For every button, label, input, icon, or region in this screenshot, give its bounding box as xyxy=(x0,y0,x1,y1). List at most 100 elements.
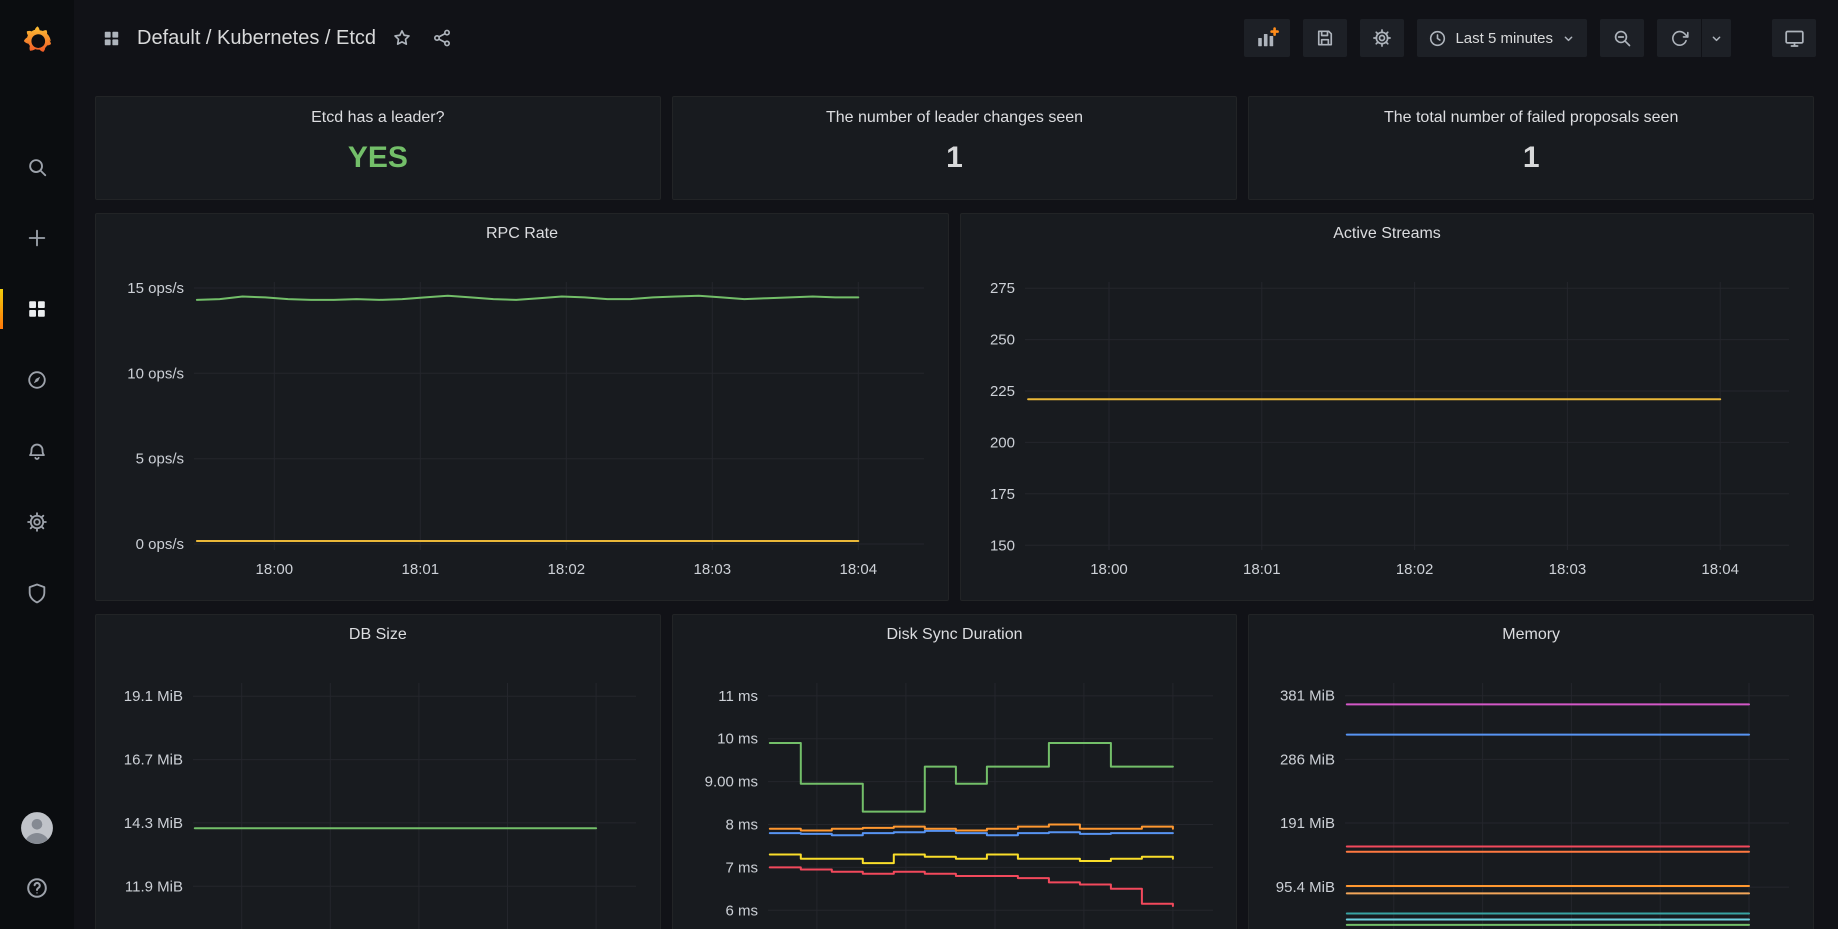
shield-icon xyxy=(28,583,46,604)
user-avatar-button[interactable] xyxy=(0,809,74,847)
svg-text:18:02: 18:02 xyxy=(1396,561,1434,578)
user-avatar-icon xyxy=(21,812,53,844)
zoom-out-icon xyxy=(1614,30,1631,47)
chart-canvas[interactable]: 18:00 18:01 18:02 18:03 18:04 150 175 200 225 250… xyxy=(961,254,1813,600)
dashboards-grid-icon xyxy=(29,301,45,317)
svg-text:18:04: 18:04 xyxy=(1701,561,1739,578)
refresh-button[interactable] xyxy=(1657,19,1701,57)
svg-text:6 ms: 6 ms xyxy=(725,902,758,919)
panel-title[interactable]: The number of leader changes seen xyxy=(825,109,1084,126)
svg-text:8 ms: 8 ms xyxy=(725,817,758,834)
panel-title[interactable]: Disk Sync Duration xyxy=(886,626,1023,643)
stat-panel-leader-changes: The number of leader changes seen 1 xyxy=(671,96,1238,200)
svg-text:381 MiB: 381 MiB xyxy=(1280,688,1335,705)
svg-text:18:03: 18:03 xyxy=(1549,561,1587,578)
sidebar-bottom xyxy=(0,809,74,929)
plus-icon xyxy=(28,229,46,247)
panel-title[interactable]: Etcd has a leader? xyxy=(311,109,445,126)
svg-text:191 MiB: 191 MiB xyxy=(1280,815,1335,832)
kiosk-mode-button[interactable] xyxy=(1772,19,1816,57)
sidebar-configuration-button[interactable] xyxy=(0,499,74,545)
active-streams-chart[interactable]: 18:00 18:01 18:02 18:03 18:04 150 175 200 225 250… xyxy=(961,254,1813,600)
svg-text:150: 150 xyxy=(990,537,1015,554)
save-dashboard-button[interactable] xyxy=(1303,19,1348,57)
main-area: Default / Kubernetes / Etcd xyxy=(74,0,1838,929)
help-question-icon xyxy=(27,878,47,898)
chart-canvas[interactable]: 18:00 18:01 18:02 18:03 18:04 0 ops/s 5 ops/s 1… xyxy=(96,254,948,600)
search-icon xyxy=(29,159,47,177)
stats-row: Etcd has a leader? YES The number of lea… xyxy=(95,96,1814,200)
chevron-down-icon xyxy=(1712,36,1721,41)
breadcrumb[interactable]: Default / Kubernetes / Etcd xyxy=(137,26,377,49)
svg-text:200: 200 xyxy=(990,434,1015,451)
add-panel-icon xyxy=(1258,27,1280,47)
svg-text:18:03: 18:03 xyxy=(694,561,732,578)
refresh-split-button xyxy=(1657,19,1731,57)
compass-icon xyxy=(28,371,46,389)
panel-title[interactable]: RPC Rate xyxy=(485,225,559,242)
svg-text:10 ops/s: 10 ops/s xyxy=(127,365,184,382)
share-button[interactable] xyxy=(428,24,456,52)
svg-text:18:01: 18:01 xyxy=(1243,561,1281,578)
svg-text:16.7 MiB: 16.7 MiB xyxy=(124,752,183,769)
stat-value: 1 xyxy=(1522,141,1540,174)
svg-text:10 ms: 10 ms xyxy=(717,731,758,748)
gear-icon xyxy=(27,512,47,532)
dashboard-header: Default / Kubernetes / Etcd xyxy=(74,0,1838,76)
panel-title[interactable]: The total number of failed proposals see… xyxy=(1383,109,1679,126)
add-panel-button[interactable] xyxy=(1244,19,1291,57)
svg-text:286 MiB: 286 MiB xyxy=(1280,751,1335,768)
stat-panel-leader: Etcd has a leader? YES xyxy=(95,96,661,200)
svg-text:5 ops/s: 5 ops/s xyxy=(136,451,184,468)
svg-text:18:00: 18:00 xyxy=(256,561,294,578)
star-button[interactable] xyxy=(388,24,416,52)
stat-value: YES xyxy=(347,141,408,174)
refresh-interval-dropdown[interactable] xyxy=(1701,19,1731,57)
panel-disk-sync-duration: Disk Sync Duration 18:0018:0118:0218:031… xyxy=(671,614,1238,929)
breadcrumb-area: Default / Kubernetes / Etcd xyxy=(98,24,456,52)
panel-title[interactable]: Memory xyxy=(1502,626,1561,643)
stat-value: 1 xyxy=(946,141,963,174)
star-icon xyxy=(394,30,410,46)
svg-text:250: 250 xyxy=(990,332,1015,349)
panel-active-streams: Active Streams 18:00 18:01 18:02 18:03 18:04… xyxy=(960,213,1814,601)
bell-icon xyxy=(29,443,45,460)
dashboard-content: Etcd has a leader? YES The number of lea… xyxy=(74,76,1838,929)
grafana-logo-icon xyxy=(23,26,52,52)
panel-title[interactable]: DB Size xyxy=(348,626,407,643)
sidebar-search-button[interactable] xyxy=(0,144,74,190)
panel-title[interactable]: Active Streams xyxy=(1333,225,1441,242)
sidebar-create-button[interactable] xyxy=(0,215,74,261)
sidebar-alerting-button[interactable] xyxy=(0,428,74,474)
svg-text:225: 225 xyxy=(990,383,1015,400)
svg-text:18:00: 18:00 xyxy=(1090,561,1128,578)
stat-panel-failed-proposals: The total number of failed proposals see… xyxy=(1248,96,1814,200)
save-icon xyxy=(1318,30,1333,46)
svg-text:275: 275 xyxy=(990,280,1015,297)
svg-text:19.1 MiB: 19.1 MiB xyxy=(124,688,183,705)
time-range-picker[interactable]: Last 5 minutes xyxy=(1417,19,1587,57)
monitor-icon xyxy=(1784,30,1804,47)
apps-grid-icon xyxy=(98,25,125,52)
rpc-rate-chart[interactable]: 18:00 18:01 18:02 18:03 18:04 0 ops/s 5 ops/s 1… xyxy=(96,254,948,600)
sidebar-help-button[interactable] xyxy=(0,873,74,903)
sidebar-admin-button[interactable] xyxy=(0,570,74,616)
gear-icon xyxy=(1373,29,1392,47)
svg-text:7 ms: 7 ms xyxy=(725,859,758,876)
sidebar-dashboards-button[interactable] xyxy=(0,286,74,332)
refresh-icon xyxy=(1671,30,1689,46)
zoom-out-button[interactable] xyxy=(1600,19,1644,57)
chevron-down-icon xyxy=(1564,36,1573,41)
dashboard-settings-button[interactable] xyxy=(1360,19,1405,57)
grafana-logo[interactable] xyxy=(0,0,74,78)
sidebar-explore-button[interactable] xyxy=(0,357,74,403)
